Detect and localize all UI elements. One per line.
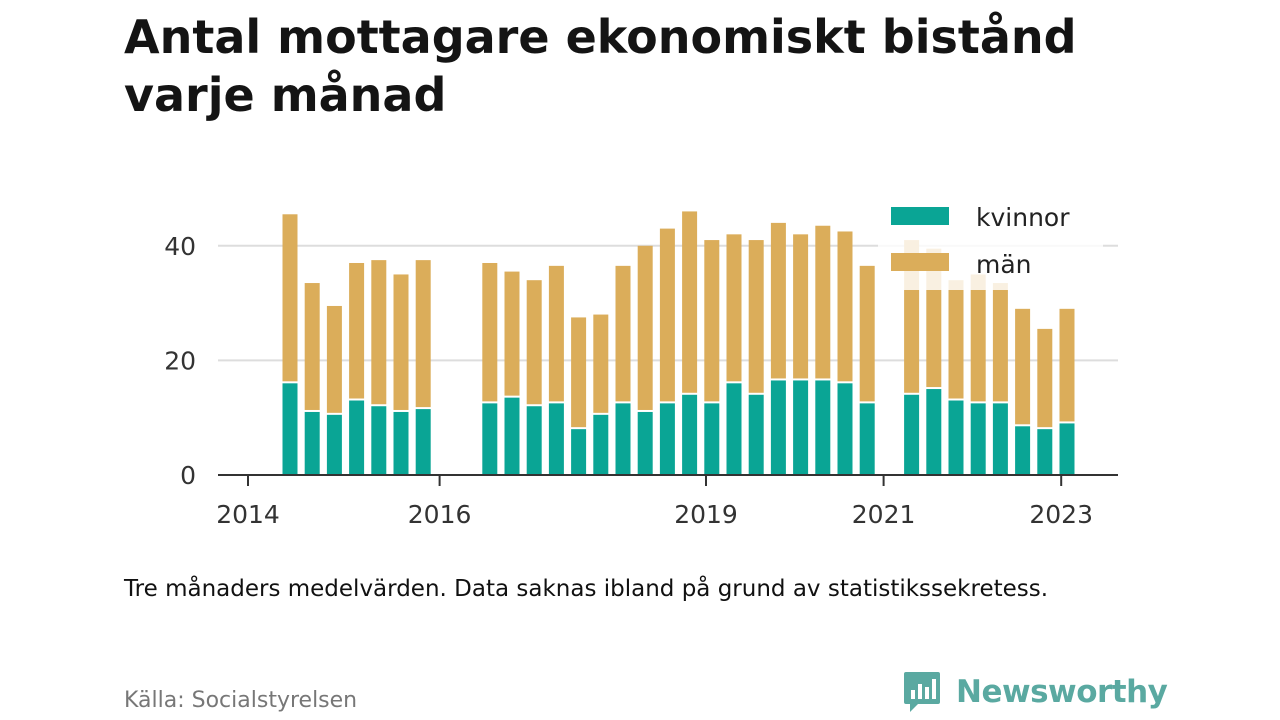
- bar-man: [371, 260, 387, 405]
- bar-man: [548, 265, 564, 402]
- y-tick-label: 40: [164, 232, 196, 261]
- bar-man: [349, 262, 365, 399]
- bar-man: [1015, 308, 1031, 425]
- legend-swatch-kvinnor: [891, 207, 949, 225]
- bar-man: [304, 283, 320, 410]
- bar-kvinnor: [704, 403, 720, 475]
- y-tick-label: 0: [180, 461, 196, 490]
- bar-man: [415, 260, 431, 408]
- bar-man: [748, 240, 764, 393]
- bar-man: [793, 234, 809, 379]
- bar-kvinnor: [682, 394, 698, 475]
- bar-kvinnor: [482, 403, 498, 475]
- bar-man: [1059, 308, 1075, 422]
- bar-kvinnor: [415, 409, 431, 475]
- bar-kvinnor: [904, 394, 920, 475]
- bar-kvinnor: [548, 403, 564, 475]
- bar-kvinnor: [282, 383, 298, 475]
- bar-kvinnor: [349, 400, 365, 475]
- newsworthy-logo[interactable]: Newsworthy: [902, 670, 1168, 714]
- y-tick-label: 20: [164, 346, 196, 375]
- bar-man: [571, 317, 587, 428]
- bar-kvinnor: [1059, 423, 1075, 475]
- bar-kvinnor: [948, 400, 964, 475]
- bar-kvinnor: [615, 403, 631, 475]
- bar-kvinnor: [593, 414, 609, 475]
- bar-man: [659, 228, 675, 402]
- bar-man: [770, 222, 786, 379]
- x-tick-label: 2023: [1029, 500, 1093, 529]
- bar-kvinnor: [815, 380, 831, 475]
- bar-kvinnor: [371, 406, 387, 475]
- bar-man: [948, 280, 964, 399]
- x-tick-label: 2019: [674, 500, 738, 529]
- bar-man: [593, 314, 609, 413]
- bar-kvinnor: [1037, 429, 1053, 475]
- bar-man: [326, 305, 342, 413]
- legend-swatch-man: [891, 253, 949, 271]
- bar-kvinnor: [926, 389, 942, 475]
- bar-man: [393, 274, 409, 410]
- bar-kvinnor: [504, 397, 520, 475]
- bar-man: [1037, 328, 1053, 428]
- bar-man: [859, 265, 875, 402]
- bar-kvinnor: [859, 403, 875, 475]
- bar-kvinnor: [726, 383, 742, 475]
- axis-layer: 2014 2016 2019 2021 2023: [216, 474, 1118, 529]
- bar-man: [970, 274, 986, 402]
- bar-kvinnor: [1015, 426, 1031, 475]
- chart-note: Tre månaders medelvärden. Data saknas ib…: [124, 576, 1049, 602]
- bars-layer: [282, 211, 1075, 475]
- bar-kvinnor: [304, 411, 320, 475]
- bar-kvinnor: [637, 411, 653, 475]
- bar-kvinnor: [326, 414, 342, 475]
- bar-man: [615, 265, 631, 402]
- bar-kvinnor: [659, 403, 675, 475]
- bar-man: [504, 271, 520, 396]
- legend-label-kvinnor: kvinnor: [976, 203, 1070, 232]
- bar-kvinnor: [571, 429, 587, 475]
- bar-kvinnor: [837, 383, 853, 475]
- x-tick-label: 2021: [852, 500, 916, 529]
- x-tick-label: 2016: [408, 500, 472, 529]
- bar-man: [526, 280, 542, 405]
- bar-man: [282, 214, 298, 382]
- bar-man: [815, 225, 831, 379]
- bar-kvinnor: [393, 411, 409, 475]
- bar-kvinnor: [526, 406, 542, 475]
- bar-man: [704, 240, 720, 402]
- bar-kvinnor: [793, 380, 809, 475]
- bar-man: [482, 262, 498, 402]
- bar-kvinnor: [970, 403, 986, 475]
- bar-man: [726, 234, 742, 382]
- brand-name: Newsworthy: [956, 674, 1168, 710]
- bar-kvinnor: [748, 394, 764, 475]
- bar-man: [682, 211, 698, 393]
- bar-man: [637, 245, 653, 410]
- legend: kvinnor män: [878, 196, 1103, 290]
- legend-label-man: män: [976, 250, 1032, 279]
- source-text: Källa: Socialstyrelsen: [124, 688, 358, 713]
- bar-kvinnor: [992, 403, 1008, 475]
- bar-kvinnor: [770, 380, 786, 475]
- chart-title: Antal mottagare ekonomiskt bistånd varje…: [124, 10, 1077, 122]
- bar-man: [837, 231, 853, 382]
- x-tick-label: 2014: [216, 500, 280, 529]
- bar-man: [992, 283, 1008, 402]
- newsworthy-logo-icon: [904, 672, 940, 712]
